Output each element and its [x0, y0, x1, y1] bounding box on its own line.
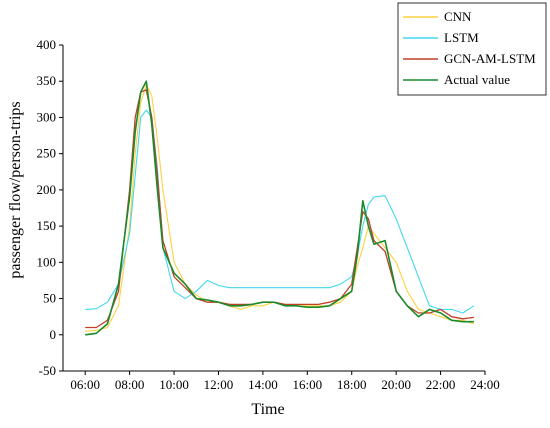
x-tick-label: 22:00: [426, 377, 456, 392]
y-tick-label: 250: [37, 146, 57, 161]
ticks-layer: -50 0 50 100 150 200 250 300 350 400 06:00 08:00 10:…: [37, 37, 500, 392]
x-axis-title: Time: [251, 401, 284, 418]
series-line-lstm: [85, 109, 475, 314]
series-layer: [85, 80, 475, 336]
y-tick-label: 50: [43, 291, 56, 306]
legend-label-actual-value: Actual value: [444, 72, 510, 87]
x-tick-label: 18:00: [337, 377, 367, 392]
x-tick-label: 20:00: [381, 377, 411, 392]
plot-frame: [62, 45, 485, 372]
series-line-gcn-am-lstm: [85, 89, 474, 329]
y-axis-title: passenger flow/person-trips: [7, 101, 24, 278]
series-line-actual-value: [85, 80, 474, 336]
x-tick-label: 24:00: [470, 377, 500, 392]
legend-label-lstm: LSTM: [444, 30, 479, 45]
x-tick-label: 12:00: [204, 377, 234, 392]
y-tick-label: 150: [37, 218, 57, 233]
legend-label-gcn-am-lstm: GCN-AM-LSTM: [444, 51, 536, 66]
y-tick-label: 400: [37, 37, 57, 52]
legend-label-cnn: CNN: [444, 9, 472, 24]
x-tick-label: 06:00: [70, 377, 100, 392]
x-tick-label: 14:00: [248, 377, 278, 392]
x-tick-label: 16:00: [293, 377, 323, 392]
x-tick-label: 08:00: [115, 377, 145, 392]
y-tick-label: 200: [37, 182, 57, 197]
series-line-cnn: [85, 84, 475, 332]
y-tick-label: 100: [37, 254, 57, 269]
x-tick-label: 10:00: [159, 377, 189, 392]
y-tick-label: -50: [39, 363, 56, 378]
y-tick-label: 350: [37, 73, 57, 88]
y-tick-label: 0: [50, 327, 57, 342]
legend: CNN LSTM GCN-AM-LSTM Actual value: [397, 2, 547, 96]
y-tick-label: 300: [37, 109, 57, 124]
